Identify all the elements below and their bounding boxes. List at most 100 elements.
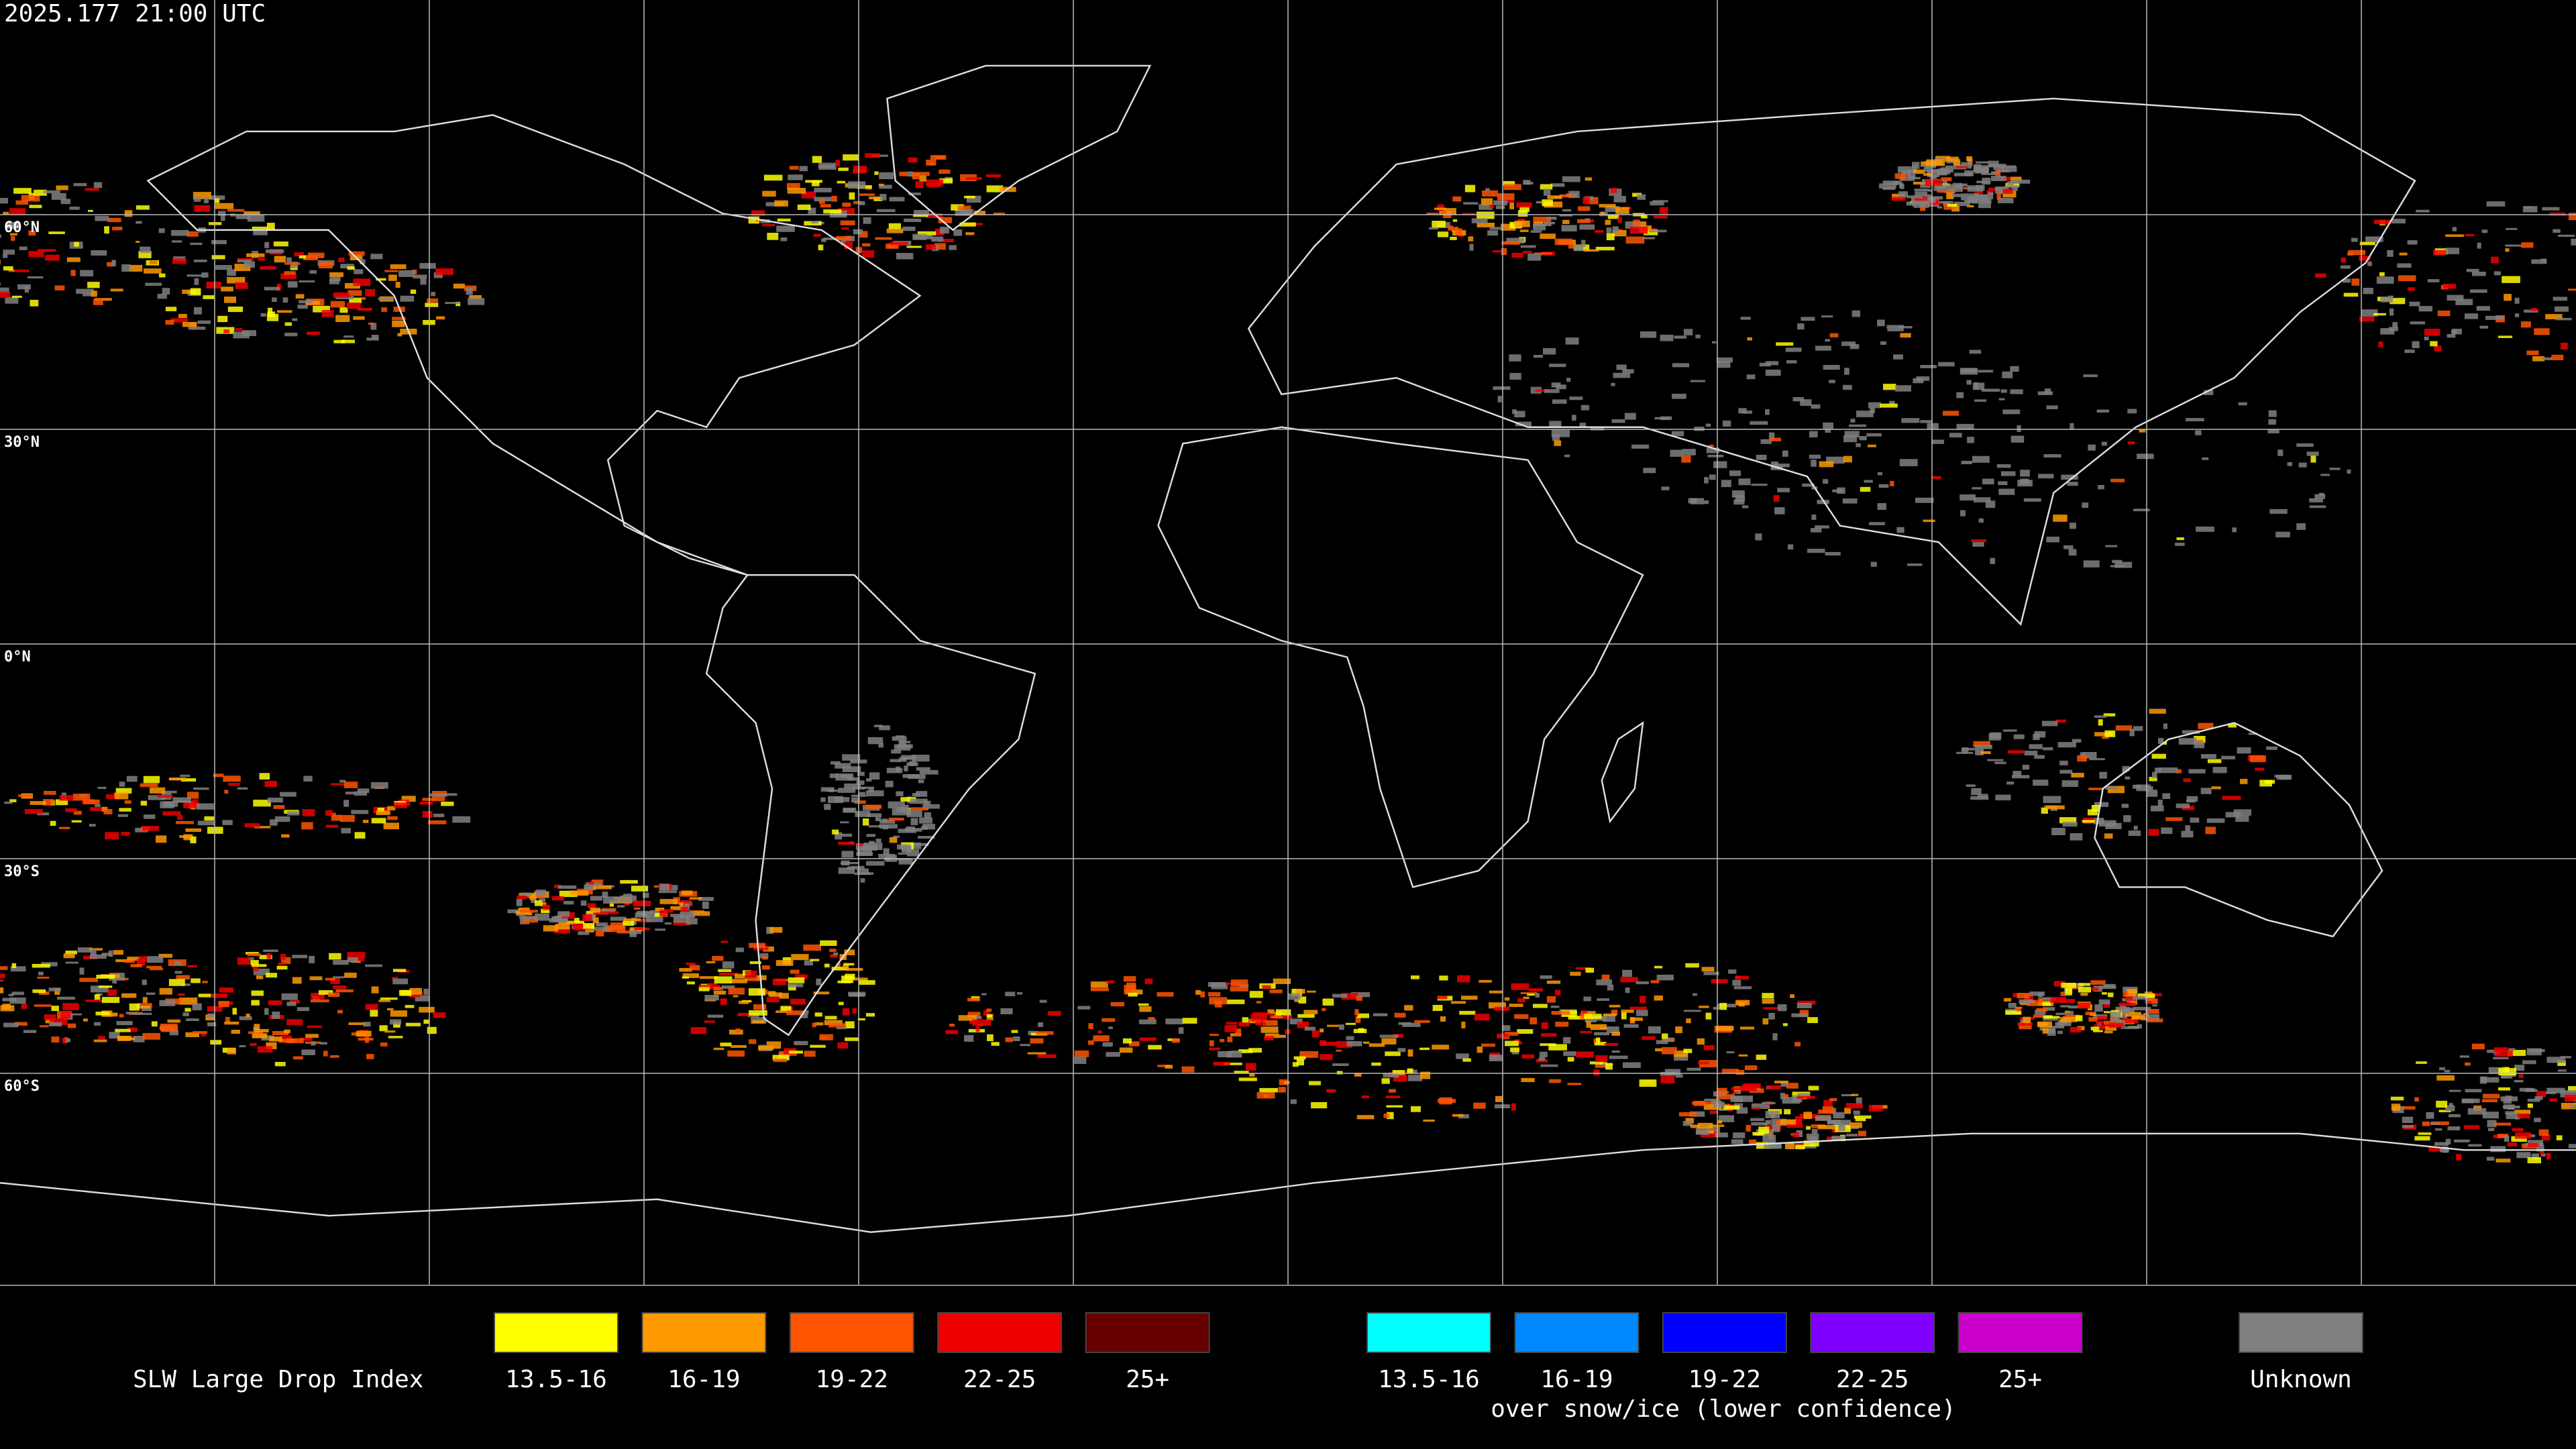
cloud-patch (2055, 719, 2066, 722)
cloud-patch (62, 1038, 68, 1044)
cloud-patch (1182, 1018, 1197, 1024)
cloud-patch (789, 1051, 803, 1054)
cloud-patch (2147, 786, 2153, 790)
cloud-patch (1432, 221, 1446, 228)
cloud-patch (592, 927, 610, 931)
cloud-patch (197, 803, 214, 810)
cloud-patch (2456, 1154, 2462, 1161)
cloud-patch (384, 270, 398, 272)
cloud-patch (1613, 372, 1630, 378)
cloud-patch (769, 992, 782, 997)
cloud-patch (535, 890, 546, 896)
cloud-patch (1822, 1106, 1833, 1113)
cloud-patch (2019, 1022, 2032, 1030)
cloud-patch (90, 985, 109, 993)
cloud-patch (395, 282, 400, 288)
cloud-patch (2568, 1144, 2576, 1148)
cloud-patch (0, 979, 4, 982)
cloud-patch (2359, 317, 2375, 322)
cloud-patch (2375, 239, 2381, 243)
cloud-patch (2133, 996, 2145, 1000)
cloud-patch (2034, 731, 2046, 738)
cloud-patch (1653, 215, 1668, 219)
cloud-patch (2430, 1121, 2449, 1126)
cloud-patch (325, 810, 333, 816)
legend-caption: over snow/ice (lower confidence) (1491, 1395, 1956, 1423)
cloud-patch (554, 884, 561, 888)
cloud-patch (2504, 1136, 2510, 1142)
cloud-patch (1975, 749, 1984, 755)
cloud-patch (1612, 226, 1619, 233)
cloud-patch (1263, 1020, 1278, 1026)
cloud-patch (177, 815, 183, 820)
cloud-patch (1656, 974, 1674, 981)
timestamp: 2025.177 21:00 UTC (4, 0, 266, 28)
cloud-patch (749, 961, 761, 965)
cloud-patch (879, 194, 887, 201)
cloud-patch (2094, 802, 2109, 807)
cloud-patch (227, 1048, 236, 1055)
cloud-patch (2078, 987, 2092, 993)
cloud-patch (1656, 1040, 1668, 1044)
cloud-patch (1823, 1099, 1833, 1107)
cloud-patch (1296, 989, 1305, 994)
cloud-patch (2057, 1030, 2063, 1034)
cloud-patch (1815, 345, 1831, 351)
cloud-patch (69, 207, 80, 210)
cloud-patch (2094, 732, 2113, 737)
cloud-patch (885, 781, 894, 788)
cloud-patch (2464, 313, 2479, 319)
cloud-patch (319, 990, 333, 995)
cloud-patch (2365, 236, 2383, 242)
cloud-patch (169, 777, 186, 780)
cloud-patch (1844, 1108, 1851, 1114)
cloud-patch (215, 265, 232, 270)
cloud-patch (167, 1019, 180, 1023)
cloud-patch (1831, 1136, 1845, 1141)
cloud-patch (1397, 1048, 1406, 1053)
cloud-patch (2022, 765, 2029, 770)
cloud-patch (44, 1014, 56, 1020)
cloud-patch (1165, 1018, 1183, 1024)
cloud-patch (824, 1020, 843, 1026)
cloud-patch (2183, 778, 2191, 782)
cloud-patch (1157, 1065, 1171, 1067)
cloud-patch (1165, 1065, 1173, 1069)
cloud-patch (259, 773, 270, 780)
cloud-patch (1823, 365, 1840, 370)
cloud-patch (2080, 993, 2088, 996)
cloud-patch (899, 757, 907, 762)
cloud-patch (904, 765, 908, 771)
cloud-patch (2063, 545, 2074, 549)
cloud-patch (763, 174, 783, 181)
cloud-patch (680, 900, 691, 907)
cloud-patch (2103, 1002, 2110, 1008)
cloud-patch (1493, 386, 1511, 390)
cloud-patch (791, 954, 809, 961)
cloud-patch (788, 174, 803, 180)
cloud-patch (1887, 327, 1904, 331)
cloud-patch (1509, 203, 1514, 209)
cloud-patch (2149, 998, 2158, 1004)
cloud-patch (301, 1049, 315, 1055)
cloud-patch (780, 1006, 792, 1011)
cloud-patch (1495, 205, 1505, 209)
cloud-patch (596, 922, 608, 927)
cloud-patch (917, 231, 936, 235)
cloud-patch (931, 236, 944, 242)
cloud-patch (2046, 537, 2059, 543)
cloud-patch (851, 865, 865, 869)
cloud-patch (2020, 470, 2030, 477)
cloud-patch (2118, 1008, 2131, 1012)
cloud-patch (1644, 229, 1658, 235)
cloud-patch (1544, 221, 1555, 225)
cloud-patch (2149, 708, 2166, 714)
cloud-patch (2549, 1098, 2558, 1102)
cloud-patch (689, 897, 702, 900)
cloud-patch (115, 1028, 131, 1032)
cloud-patch (348, 1022, 366, 1025)
cloud-patch (845, 1021, 855, 1028)
coast-eurasia (1247, 97, 2416, 627)
cloud-patch (309, 976, 323, 981)
cloud-patch (1521, 1077, 1535, 1083)
